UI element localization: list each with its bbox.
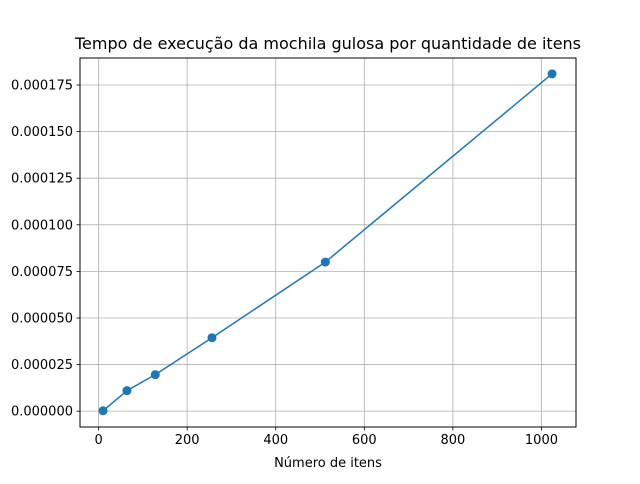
x-tick-label: 600 xyxy=(352,433,377,448)
chart-title: Tempo de execução da mochila gulosa por … xyxy=(74,34,581,53)
y-tick-label: 0.000100 xyxy=(11,218,73,233)
x-tick-label: 0 xyxy=(94,433,102,448)
x-tick-label: 1000 xyxy=(525,433,558,448)
y-tick-label: 0.000075 xyxy=(11,265,73,280)
series-line xyxy=(102,73,553,412)
y-tick-label: 0.000000 xyxy=(11,405,73,420)
grid-lines xyxy=(80,58,576,427)
y-tick-label: 0.000150 xyxy=(11,125,73,140)
data-point xyxy=(207,333,217,343)
y-tick-label: 0.000050 xyxy=(11,311,73,326)
x-tick-label: 400 xyxy=(263,433,288,448)
data-point xyxy=(150,370,160,380)
y-tick-label: 0.000025 xyxy=(11,358,73,373)
x-axis-label: Número de itens xyxy=(274,456,382,471)
y-tick-label: 0.000175 xyxy=(11,79,73,94)
x-tick-label: 200 xyxy=(175,433,200,448)
data-point xyxy=(122,386,132,396)
data-point xyxy=(547,69,557,79)
data-point xyxy=(320,257,330,267)
plot-frame xyxy=(79,57,577,428)
axis-ticks: 0 200 400 600 800 1000 0.000000 0.000025 0.00005… xyxy=(11,79,558,448)
x-tick-label: 800 xyxy=(440,433,465,448)
data-series xyxy=(98,69,557,416)
data-point xyxy=(98,406,108,416)
y-tick-label: 0.000125 xyxy=(11,172,73,187)
